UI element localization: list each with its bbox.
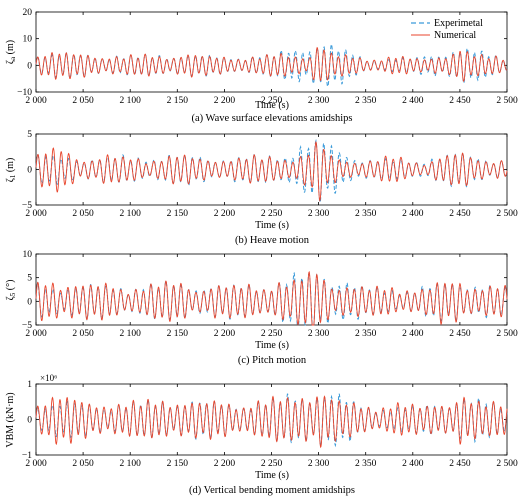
x-tick-label: 2 150 <box>167 459 189 469</box>
x-tick-label: 2 100 <box>120 209 142 219</box>
x-tick-label: 2 050 <box>72 209 94 219</box>
y-tick-label: −5 <box>22 321 32 331</box>
panel-caption: (d) Vertical bending moment amidships <box>189 485 355 496</box>
y-tick-label: 5 <box>27 130 32 140</box>
x-tick-label: 2 500 <box>496 459 518 469</box>
axis-ticks: 2 000 2 050 2 100 2 150 2 200 2 250 2 300 2 350… <box>22 130 518 219</box>
series-numerical-line <box>35 46 508 82</box>
axis-ticks: 2 000 2 050 2 100 2 150 2 200 2 250 2 300 2 350… <box>22 380 518 469</box>
series-experimental-line <box>35 138 508 203</box>
series-group <box>35 393 508 449</box>
x-tick-label: 2 400 <box>402 329 424 339</box>
legend: Experimetal Numerical <box>411 18 483 41</box>
y-tick-label: 20 <box>23 8 33 18</box>
x-tick-label: 2 400 <box>402 459 424 469</box>
series-group <box>35 43 508 87</box>
x-tick-label: 2 250 <box>261 459 283 469</box>
x-tick-label: 2 500 <box>496 209 518 219</box>
y-axis-label: VBM (kN·m) <box>5 392 16 447</box>
panel-caption: (a) Wave surface elevations amidships <box>191 113 352 124</box>
y-tick-label: 0 <box>27 297 32 307</box>
x-tick-label: 2 200 <box>214 459 236 469</box>
y-axis-label: ζa (m) <box>5 40 17 64</box>
panel-a: 2 000 2 050 2 100 2 150 2 200 2 250 2 300 2 350… <box>5 8 518 124</box>
legend-label-experimental: Experimetal <box>434 18 483 29</box>
panel-caption: (b) Heave motion <box>235 235 310 246</box>
y-tick-label: −10 <box>17 88 32 98</box>
x-tick-label: 2 250 <box>261 209 283 219</box>
axis-ticks: 2 000 2 050 2 100 2 150 2 200 2 250 2 300 2 350… <box>17 8 518 106</box>
x-axis-label: Time (s) <box>255 340 289 351</box>
x-tick-label: 2 100 <box>120 459 142 469</box>
x-tick-label: 2 300 <box>308 96 330 106</box>
x-tick-label: 2 300 <box>308 329 330 339</box>
series-numerical-line <box>35 395 508 449</box>
y-tick-label: −5 <box>22 201 32 211</box>
x-tick-label: 2 450 <box>449 459 471 469</box>
panel-d: 2 000 2 050 2 100 2 150 2 200 2 250 2 300 2 350… <box>5 373 518 496</box>
x-tick-label: 2 050 <box>72 459 94 469</box>
x-tick-label: 2 350 <box>355 96 377 106</box>
axis-ticks: 2 000 2 050 2 100 2 150 2 200 2 250 2 300 2 350… <box>22 250 518 339</box>
x-tick-label: 2 050 <box>72 329 94 339</box>
y-multiplier: ×10⁶ <box>40 373 57 383</box>
y-tick-label: 10 <box>23 250 33 260</box>
panel-b: 2 000 2 050 2 100 2 150 2 200 2 250 2 300 2 350… <box>5 130 518 246</box>
x-tick-label: 2 300 <box>308 209 330 219</box>
x-tick-label: 2 350 <box>355 459 377 469</box>
x-tick-label: 2 500 <box>496 96 518 106</box>
y-tick-label: 0 <box>27 416 32 426</box>
x-tick-label: 2 200 <box>214 96 236 106</box>
x-tick-label: 2 200 <box>214 209 236 219</box>
x-tick-label: 2 250 <box>261 329 283 339</box>
y-axis-label: ζ5 (°) <box>5 280 17 301</box>
x-tick-label: 2 050 <box>72 96 94 106</box>
series-group <box>35 270 508 326</box>
y-axis-label: ζ1 (m) <box>5 158 17 183</box>
x-tick-label: 2 150 <box>167 209 189 219</box>
legend-label-numerical: Numerical <box>434 30 476 41</box>
x-tick-label: 2 350 <box>355 209 377 219</box>
x-tick-label: 2 000 <box>25 459 47 469</box>
series-group <box>35 138 508 203</box>
y-tick-label: 5 <box>27 274 32 284</box>
y-tick-label: 0 <box>27 166 32 176</box>
panel-caption: (c) Pitch motion <box>238 355 307 366</box>
y-tick-label: −1 <box>22 451 32 461</box>
x-tick-label: 2 000 <box>25 329 47 339</box>
x-tick-label: 2 400 <box>402 96 424 106</box>
x-tick-label: 2 200 <box>214 329 236 339</box>
x-tick-label: 2 100 <box>120 96 142 106</box>
x-tick-label: 2 150 <box>167 329 189 339</box>
x-tick-label: 2 500 <box>496 329 518 339</box>
x-tick-label: 2 250 <box>261 96 283 106</box>
y-tick-label: 1 <box>27 380 32 390</box>
x-tick-label: 2 450 <box>449 209 471 219</box>
x-tick-label: 2 000 <box>25 209 47 219</box>
panel-c: 2 000 2 050 2 100 2 150 2 200 2 250 2 300 2 350… <box>5 250 518 366</box>
x-tick-label: 2 150 <box>167 96 189 106</box>
x-axis-label: Time (s) <box>255 220 289 231</box>
x-axis-label: Time (s) <box>255 470 289 481</box>
series-numerical-line <box>35 270 508 326</box>
series-experimental-line <box>35 43 508 87</box>
x-tick-label: 2 450 <box>449 329 471 339</box>
x-tick-label: 2 450 <box>449 96 471 106</box>
x-axis-label: Time (s) <box>255 100 289 111</box>
x-tick-label: 2 350 <box>355 329 377 339</box>
x-tick-label: 2 300 <box>308 459 330 469</box>
y-tick-label: 10 <box>23 35 33 45</box>
series-numerical-line <box>35 140 508 202</box>
x-tick-label: 2 400 <box>402 209 424 219</box>
x-tick-label: 2 000 <box>25 96 47 106</box>
y-tick-label: 0 <box>27 61 32 71</box>
series-experimental-line <box>35 272 508 326</box>
x-tick-label: 2 100 <box>120 329 142 339</box>
